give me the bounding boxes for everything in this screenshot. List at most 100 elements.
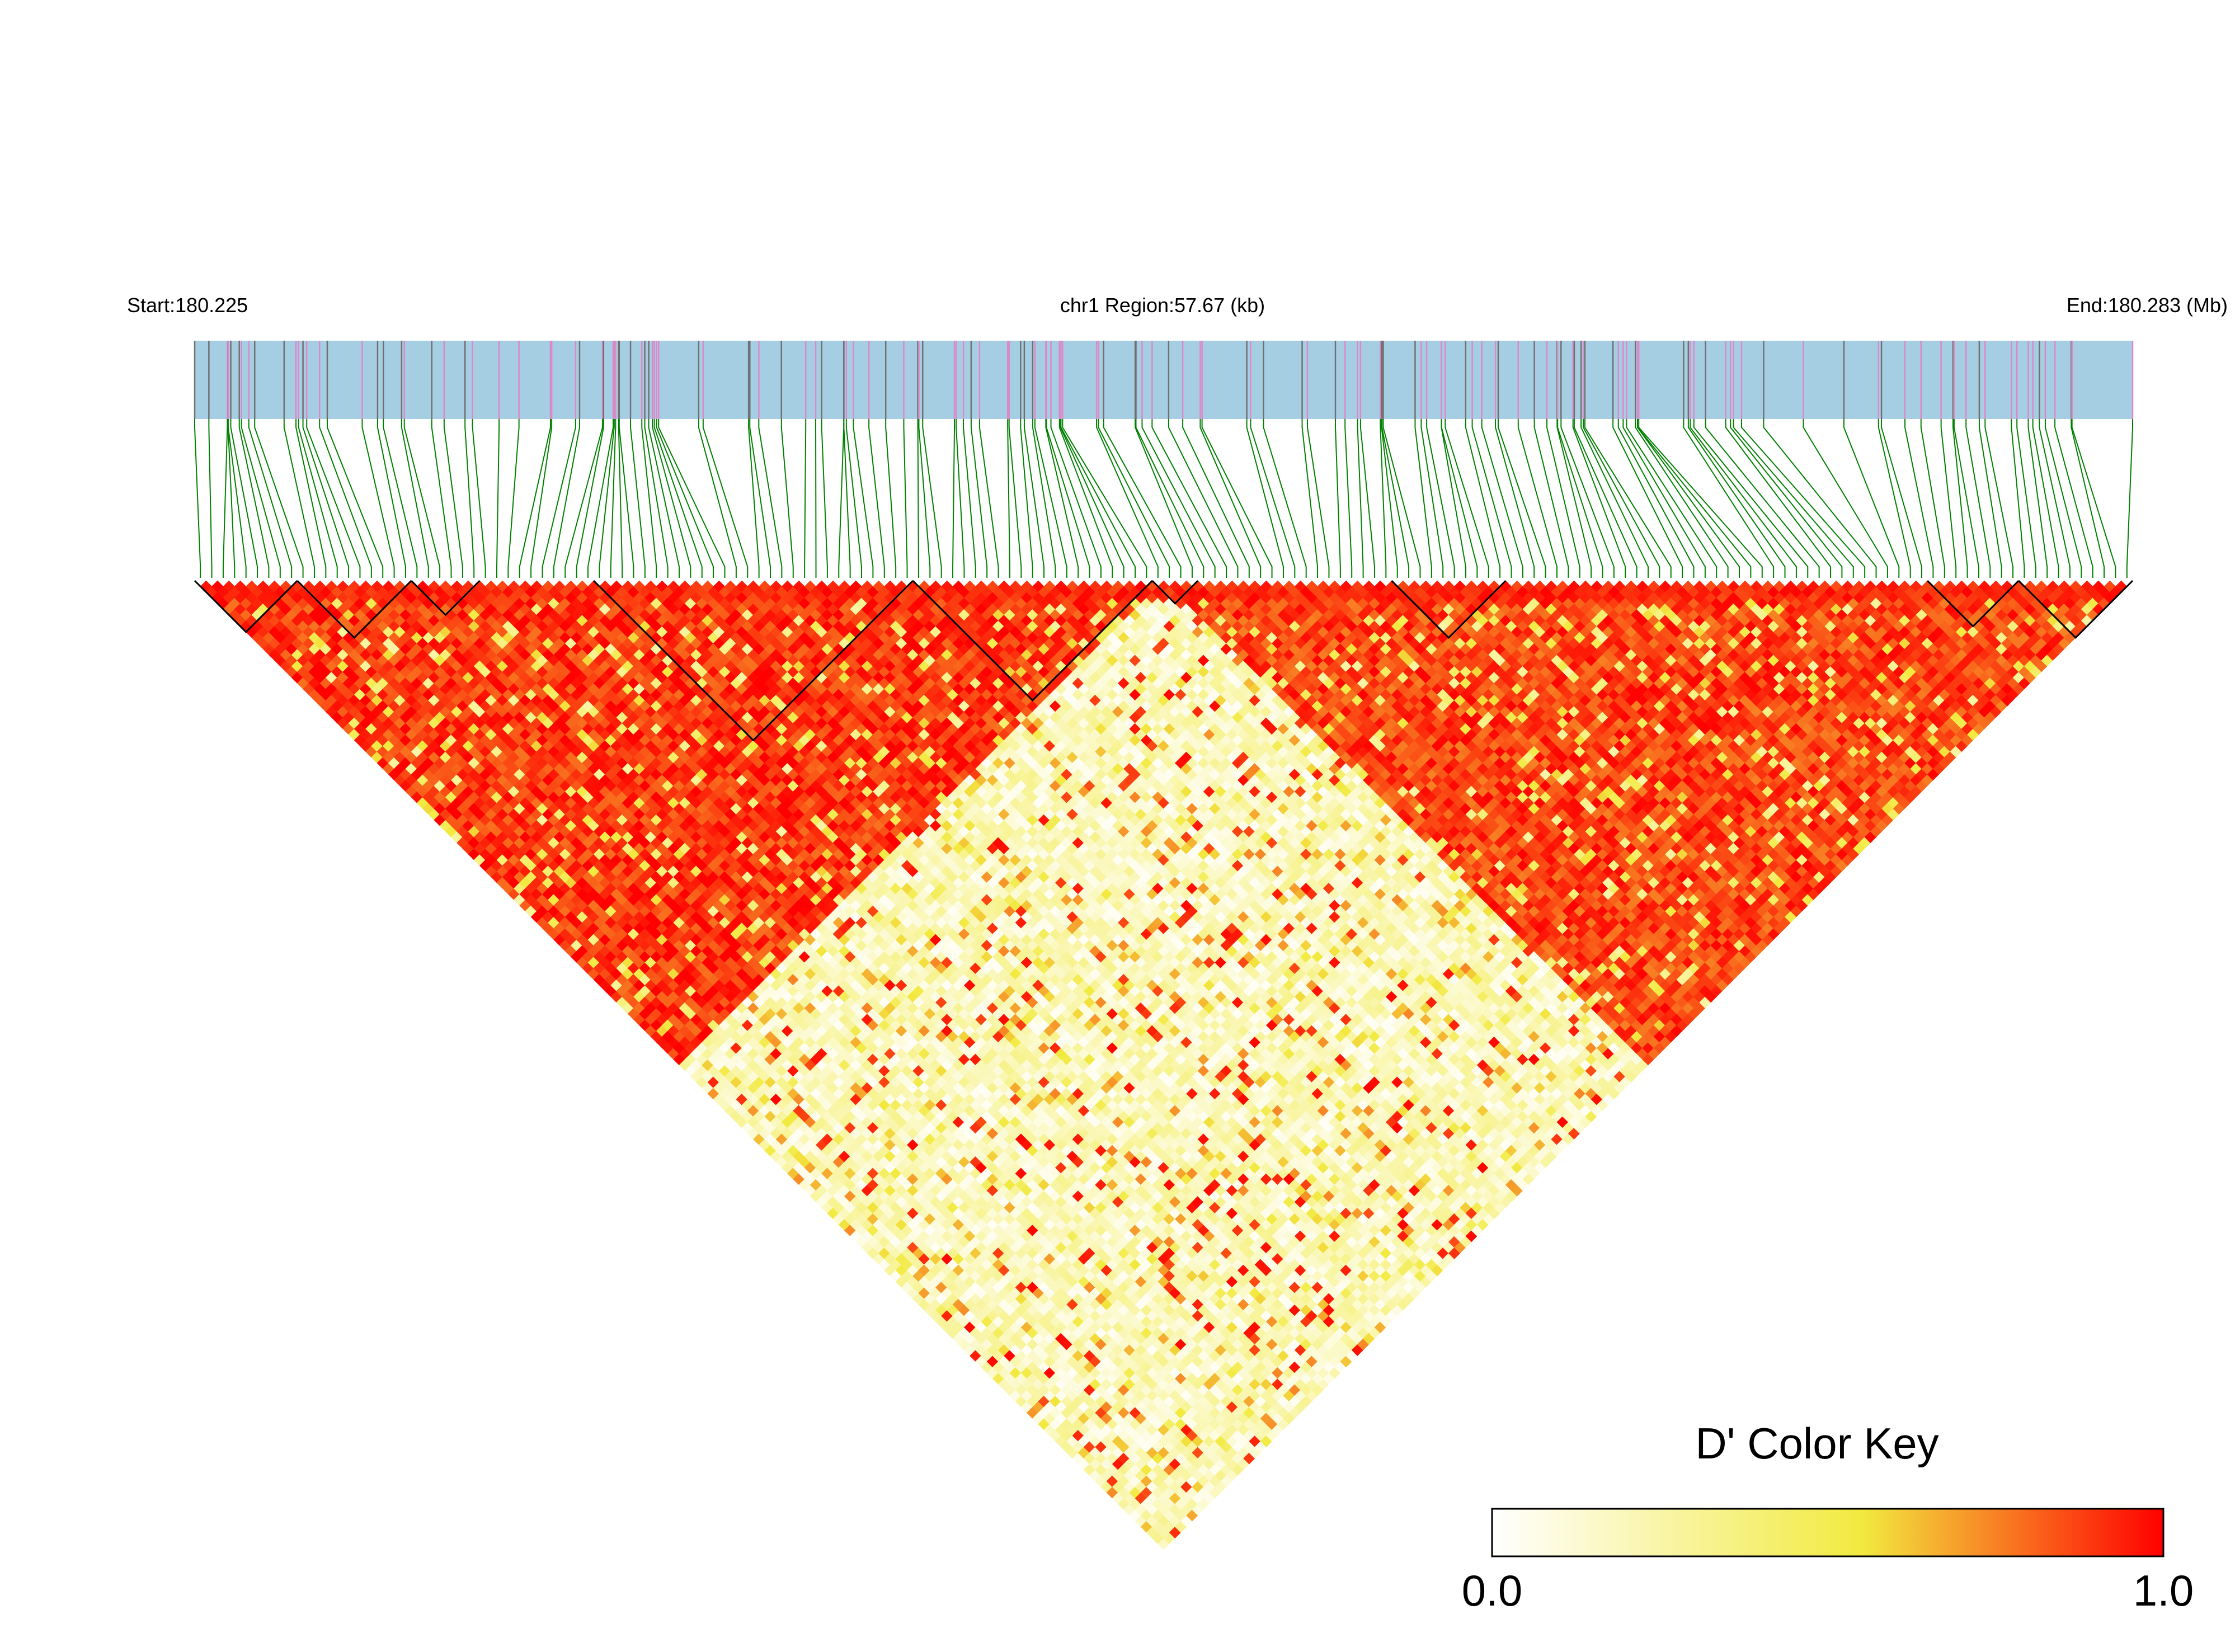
snp-connector	[383, 419, 418, 578]
snp-connector	[1444, 419, 1489, 578]
snp-connector	[1740, 419, 1866, 578]
snp-connector	[464, 419, 475, 578]
snp-connector	[1584, 419, 1672, 578]
snp-connector	[401, 419, 429, 578]
snp-connector	[641, 419, 657, 578]
snp-connector	[1730, 419, 1843, 578]
snp-position-track	[194, 341, 2134, 419]
snp-connector	[1007, 419, 1010, 578]
snp-connector	[222, 419, 228, 578]
snp-connector	[1034, 419, 1067, 578]
snp-connector	[970, 419, 988, 578]
snp-connector	[630, 419, 646, 578]
snp-connector	[780, 419, 794, 578]
snp-connector	[610, 419, 617, 578]
snp-connector	[978, 419, 999, 578]
snp-connector	[1965, 419, 1991, 578]
snp-connector	[658, 419, 726, 578]
snp-position-ticks	[194, 341, 2134, 419]
snp-connector	[227, 419, 247, 578]
snp-connector	[1151, 419, 1227, 578]
snp-connector	[1420, 419, 1444, 578]
snp-connector	[1546, 419, 1580, 578]
snp-connector	[302, 419, 350, 578]
snp-connector	[2039, 419, 2071, 578]
snp-connector	[644, 419, 669, 578]
snp-connector	[1495, 419, 1535, 578]
ld-heatmap-cells	[200, 580, 2128, 1550]
snp-connector	[918, 419, 931, 578]
snp-connector	[1690, 419, 1797, 578]
snp-connector	[1380, 419, 1387, 578]
snp-connector	[853, 419, 874, 578]
snp-connector	[1465, 419, 1501, 578]
snp-connector	[377, 419, 406, 578]
snp-connector	[1612, 419, 1683, 578]
snp-connector	[298, 419, 338, 578]
snp-connector	[1058, 419, 1113, 578]
snp-connector	[1920, 419, 1945, 578]
snp-connector	[1050, 419, 1102, 578]
snp-connector	[1580, 419, 1649, 578]
snp-connector	[1199, 419, 1262, 578]
snp-connector	[1843, 419, 1900, 578]
snp-connector	[1301, 419, 1319, 578]
snp-connector	[868, 419, 885, 578]
snp-connector	[1733, 419, 1854, 578]
snp-connector	[1359, 419, 1375, 578]
snp-connector	[1098, 419, 1170, 578]
snp-connector	[564, 419, 603, 578]
snp-connector	[254, 419, 304, 578]
snp-connector	[1096, 419, 1159, 578]
region-end-label: End:180.283 (Mb)	[2067, 294, 2228, 317]
snp-connector	[2071, 419, 2105, 578]
snp-connector	[1637, 419, 1752, 578]
snp-connector	[1626, 419, 1718, 578]
snp-connector	[553, 419, 580, 578]
snp-connector	[1246, 419, 1284, 578]
snp-connector	[618, 419, 634, 578]
snp-connector	[238, 419, 270, 578]
snp-connector	[1032, 419, 1056, 578]
snp-connector	[804, 419, 807, 578]
snp-connector	[922, 419, 942, 578]
snp-connector	[542, 419, 576, 578]
snp-connector	[361, 419, 395, 578]
snp-connector	[1250, 419, 1296, 578]
snp-connector	[1471, 419, 1512, 578]
snp-connector	[1622, 419, 1706, 578]
snp-connector	[1635, 419, 1729, 578]
snp-connector	[599, 419, 615, 578]
snp-connector	[1881, 419, 1923, 578]
snp-connector	[956, 419, 965, 578]
snp-connector	[319, 419, 372, 578]
region-start-label: Start:180.225	[127, 294, 248, 317]
snp-connector	[1705, 419, 1820, 578]
snp-connector	[1533, 419, 1569, 578]
snp-connector	[952, 419, 956, 578]
snp-connector	[2044, 419, 2082, 578]
snp-connector	[1572, 419, 1626, 578]
snp-connector	[1023, 419, 1045, 578]
snp-connector	[758, 419, 783, 578]
snp-connector	[1357, 419, 1364, 578]
snp-connector	[652, 419, 691, 578]
snp-connector	[1182, 419, 1250, 578]
snp-connector	[1557, 419, 1603, 578]
snp-connector	[1060, 419, 1136, 578]
snp-connector	[1045, 419, 1079, 578]
snp-connector-lines	[194, 419, 2133, 578]
snp-connector	[1940, 419, 1957, 578]
snp-connector	[2027, 419, 2048, 578]
snp-connector	[1583, 419, 1660, 578]
snp-connector	[1481, 419, 1523, 578]
snp-connector	[472, 419, 486, 578]
snp-connector	[903, 419, 908, 578]
snp-connector	[885, 419, 897, 578]
snp-connector	[403, 419, 441, 578]
snp-track-background	[195, 341, 2133, 419]
snp-connector	[576, 419, 604, 578]
snp-connector	[326, 419, 384, 578]
snp-connector	[230, 419, 258, 578]
snp-connector	[1103, 419, 1182, 578]
